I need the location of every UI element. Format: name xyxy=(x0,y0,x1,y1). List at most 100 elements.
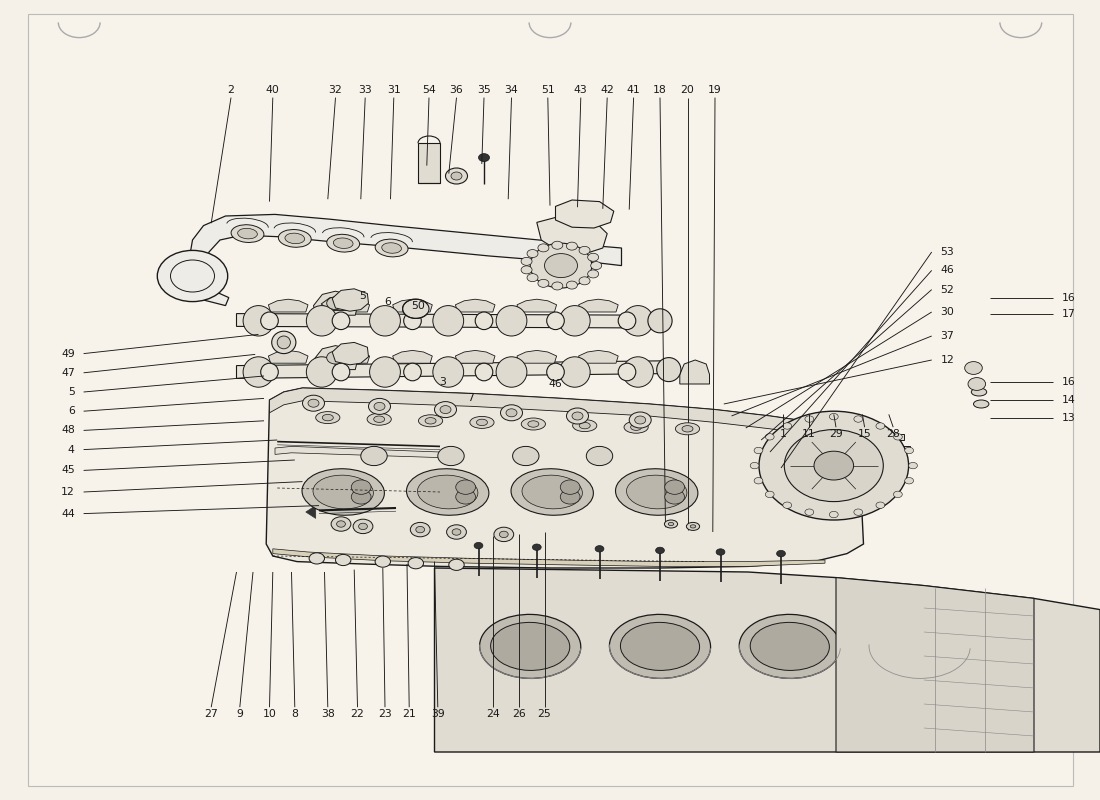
Circle shape xyxy=(586,446,613,466)
Ellipse shape xyxy=(869,614,970,678)
Ellipse shape xyxy=(618,363,636,381)
Ellipse shape xyxy=(404,312,421,330)
Ellipse shape xyxy=(425,418,436,424)
Ellipse shape xyxy=(382,242,402,254)
Polygon shape xyxy=(579,299,618,312)
Text: 50: 50 xyxy=(411,301,425,310)
Ellipse shape xyxy=(306,357,337,387)
Polygon shape xyxy=(236,361,671,378)
Text: 9: 9 xyxy=(236,709,243,718)
FancyBboxPatch shape xyxy=(28,14,1072,786)
Text: 35: 35 xyxy=(477,85,491,94)
Ellipse shape xyxy=(560,306,590,336)
Ellipse shape xyxy=(616,469,697,515)
Circle shape xyxy=(331,517,351,531)
Text: 40: 40 xyxy=(266,85,279,94)
Ellipse shape xyxy=(243,306,274,336)
Ellipse shape xyxy=(623,306,653,336)
Ellipse shape xyxy=(675,422,700,435)
Circle shape xyxy=(783,422,792,429)
Text: 53: 53 xyxy=(940,247,955,257)
Ellipse shape xyxy=(272,331,296,354)
Text: 18: 18 xyxy=(653,85,667,94)
Circle shape xyxy=(579,277,590,285)
Circle shape xyxy=(766,434,774,440)
Ellipse shape xyxy=(238,228,257,239)
Circle shape xyxy=(494,527,514,542)
Ellipse shape xyxy=(580,422,591,429)
Circle shape xyxy=(521,258,532,266)
Circle shape xyxy=(854,509,862,515)
Circle shape xyxy=(434,402,456,418)
Circle shape xyxy=(438,446,464,466)
Ellipse shape xyxy=(971,388,987,396)
Ellipse shape xyxy=(880,622,959,670)
Text: 13: 13 xyxy=(1062,413,1076,422)
Ellipse shape xyxy=(370,357,400,387)
Text: 1: 1 xyxy=(780,429,786,438)
Bar xyxy=(880,434,904,440)
Text: 47: 47 xyxy=(62,368,75,378)
Text: 42: 42 xyxy=(601,85,614,94)
Bar xyxy=(886,446,910,452)
Circle shape xyxy=(353,519,373,534)
Ellipse shape xyxy=(375,239,408,257)
Text: 4: 4 xyxy=(68,445,75,454)
Ellipse shape xyxy=(630,424,641,430)
Circle shape xyxy=(403,299,429,318)
Ellipse shape xyxy=(418,414,442,427)
Circle shape xyxy=(521,266,532,274)
Text: 16: 16 xyxy=(1062,293,1076,302)
Ellipse shape xyxy=(374,416,385,422)
Polygon shape xyxy=(330,350,370,363)
Circle shape xyxy=(308,399,319,407)
Circle shape xyxy=(755,478,763,484)
Ellipse shape xyxy=(664,520,678,528)
Text: 38: 38 xyxy=(321,709,334,718)
Circle shape xyxy=(909,462,917,469)
Circle shape xyxy=(664,480,684,494)
Circle shape xyxy=(408,558,424,569)
Ellipse shape xyxy=(620,622,700,670)
Circle shape xyxy=(572,412,583,420)
Text: 8: 8 xyxy=(292,709,298,718)
Circle shape xyxy=(327,297,344,310)
Circle shape xyxy=(560,480,580,494)
Text: 2: 2 xyxy=(228,85,234,94)
Ellipse shape xyxy=(475,312,493,330)
Text: 49: 49 xyxy=(62,349,75,358)
Circle shape xyxy=(440,406,451,414)
Circle shape xyxy=(446,168,468,184)
Text: 33: 33 xyxy=(359,85,372,94)
Circle shape xyxy=(478,154,490,162)
Circle shape xyxy=(829,414,838,420)
Polygon shape xyxy=(270,388,864,442)
Circle shape xyxy=(375,556,390,567)
Circle shape xyxy=(591,262,602,270)
Ellipse shape xyxy=(277,336,290,349)
Circle shape xyxy=(587,270,598,278)
Circle shape xyxy=(814,451,854,480)
Polygon shape xyxy=(393,299,432,312)
Text: 7: 7 xyxy=(468,394,474,403)
Text: 51: 51 xyxy=(541,85,554,94)
Polygon shape xyxy=(537,216,607,254)
Ellipse shape xyxy=(418,475,477,509)
Circle shape xyxy=(452,529,461,535)
Ellipse shape xyxy=(682,426,693,432)
Ellipse shape xyxy=(974,400,989,408)
Ellipse shape xyxy=(316,411,340,424)
Circle shape xyxy=(513,446,539,466)
Circle shape xyxy=(451,172,462,180)
Text: 5: 5 xyxy=(68,387,75,397)
Ellipse shape xyxy=(491,622,570,670)
Text: 29: 29 xyxy=(829,429,843,438)
Text: 27: 27 xyxy=(205,709,218,718)
Text: 54: 54 xyxy=(422,85,436,94)
Text: 41: 41 xyxy=(627,85,640,94)
Ellipse shape xyxy=(669,522,673,526)
Text: 39: 39 xyxy=(431,709,444,718)
Circle shape xyxy=(361,446,387,466)
Ellipse shape xyxy=(404,363,421,381)
Ellipse shape xyxy=(470,416,494,429)
